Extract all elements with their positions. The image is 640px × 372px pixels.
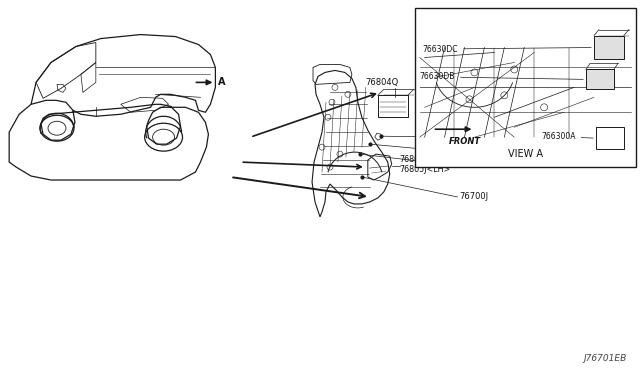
Text: FRONT: FRONT — [449, 137, 481, 146]
Bar — [594, 36, 624, 60]
Bar — [596, 127, 624, 149]
Text: VIEW A: VIEW A — [508, 149, 543, 159]
Bar — [415, 8, 636, 167]
Text: 76630D: 76630D — [460, 133, 493, 142]
Text: 76804J<RH>: 76804J<RH> — [400, 155, 452, 164]
Text: 76700G: 76700G — [454, 161, 488, 170]
Text: 766300A: 766300A — [541, 132, 593, 141]
Text: 76804Q: 76804Q — [365, 78, 398, 87]
Text: A: A — [218, 77, 226, 87]
Text: 76700J: 76700J — [460, 192, 488, 202]
Text: 76805J<LH>: 76805J<LH> — [400, 165, 451, 174]
Bar — [586, 70, 614, 89]
Text: 76630DC: 76630DC — [422, 45, 591, 54]
Text: 76700J: 76700J — [460, 148, 488, 157]
Text: 76630DB: 76630DB — [420, 73, 583, 81]
Text: J76701EB: J76701EB — [584, 355, 627, 363]
